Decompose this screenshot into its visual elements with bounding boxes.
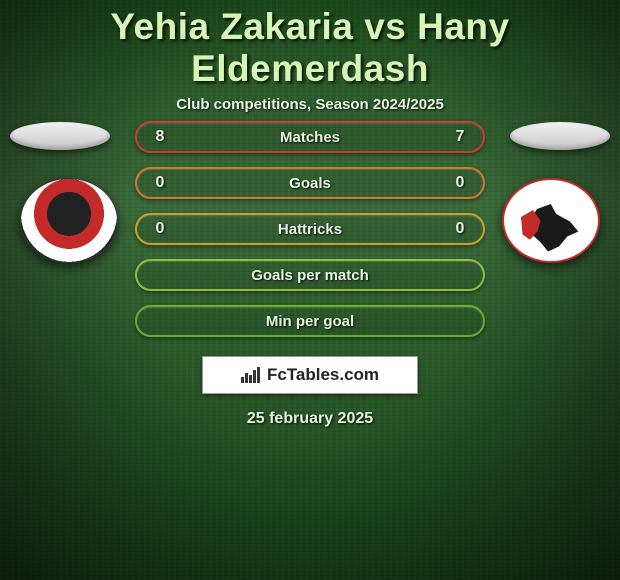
stat-label: Hattricks — [169, 221, 451, 238]
comparison-title: Yehia Zakaria vs Hany Eldemerdash — [0, 0, 620, 90]
stat-left-value: 8 — [151, 128, 169, 146]
stat-right-value: 0 — [451, 174, 469, 192]
stat-row-goals-per-match: Goals per match — [135, 259, 485, 291]
date-text: 25 february 2025 — [0, 410, 620, 428]
stat-left-value: 0 — [151, 174, 169, 192]
content-wrapper: Yehia Zakaria vs Hany Eldemerdash Club c… — [0, 0, 620, 580]
al-ahly-eagle-icon — [516, 192, 586, 249]
stat-row-goals: 0 Goals 0 — [135, 167, 485, 199]
stat-label: Min per goal — [169, 313, 451, 330]
left-country-flag — [10, 122, 110, 150]
stat-label: Goals per match — [169, 267, 451, 284]
bar-chart-icon — [241, 367, 260, 383]
fctables-watermark: FcTables.com — [202, 356, 418, 394]
right-country-flag — [510, 122, 610, 150]
season-subtitle: Club competitions, Season 2024/2025 — [0, 96, 620, 113]
left-club-badge — [20, 178, 118, 263]
stat-row-hattricks: 0 Hattricks 0 — [135, 213, 485, 245]
stat-rows-container: 8 Matches 7 0 Goals 0 0 Hattricks 0 Goal… — [135, 121, 485, 351]
stat-label: Goals — [169, 175, 451, 192]
watermark-text: FcTables.com — [267, 365, 379, 385]
stat-right-value: 7 — [451, 128, 469, 146]
stat-left-value: 0 — [151, 220, 169, 238]
stat-label: Matches — [169, 129, 451, 146]
ghazl-badge-inner — [21, 179, 117, 262]
stat-right-value: 0 — [451, 220, 469, 238]
stat-row-matches: 8 Matches 7 — [135, 121, 485, 153]
right-club-badge — [502, 178, 600, 263]
stat-row-min-per-goal: Min per goal — [135, 305, 485, 337]
